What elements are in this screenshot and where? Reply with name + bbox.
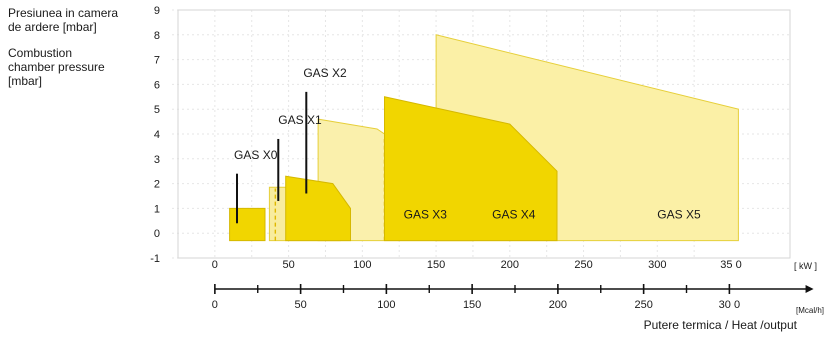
kw-tick-label: 0	[212, 259, 218, 271]
y-tick-label: 7	[154, 55, 160, 67]
y-axis-title-ro: Presiunea in camera de ardere [mbar]	[8, 6, 118, 34]
plot-border	[177, 9, 791, 259]
region-gas-x0	[229, 207, 266, 242]
mcal-tick-label: 250	[634, 299, 652, 311]
mcal-axis-arrow	[805, 285, 814, 293]
y-tick-label: -1	[150, 253, 160, 265]
mcal-tick-label: 150	[463, 299, 481, 311]
series-label: GAS X4	[492, 207, 536, 221]
y-tick-label: 1	[154, 203, 160, 215]
y-axis-title-ro-line1: Presiunea in camera	[8, 6, 119, 20]
mcal-tick-label: 100	[377, 299, 395, 311]
y-tick-label: 4	[154, 129, 160, 141]
y-tick-label: 9	[154, 5, 160, 17]
y-axis-title-en: Combustion chamber pressure [mbar]	[8, 46, 105, 88]
y-axis-title-en-line3: [mbar]	[8, 74, 43, 88]
series-label: GAS X5	[657, 207, 701, 221]
y-tick-label: 2	[154, 179, 160, 191]
y-tick-label: 8	[154, 30, 160, 42]
region-gas-x4	[384, 96, 558, 242]
y-axis-title-en-line1: Combustion	[8, 46, 73, 60]
y-axis-title-en-line2: chamber pressure	[8, 60, 105, 74]
kw-tick-label: 35 0	[720, 259, 741, 271]
series-label: GAS X2	[303, 66, 347, 80]
x-axis-title: Putere termica / Heat /output	[643, 318, 797, 332]
y-tick-label: 6	[154, 79, 160, 91]
kw-tick-label: 50	[282, 259, 294, 271]
series-label: GAS X1	[278, 113, 322, 127]
y-tick-label: 0	[154, 228, 160, 240]
kw-tick-label: 100	[353, 259, 371, 271]
mcal-unit: [Mcal/h]	[796, 306, 824, 315]
y-axis-title-ro-line2: de ardere [mbar]	[8, 20, 97, 34]
kw-tick-label: 150	[427, 259, 445, 271]
y-tick-label: 5	[154, 104, 160, 116]
kw-unit: [ kW ]	[794, 261, 817, 271]
mcal-tick-label: 50	[294, 299, 306, 311]
kw-tick-label: 300	[648, 259, 666, 271]
kw-tick-label: 200	[501, 259, 519, 271]
mcal-tick-label: 200	[549, 299, 567, 311]
series-label: GAS X3	[404, 207, 448, 221]
kw-tick-label: 250	[574, 259, 592, 271]
series-label: GAS X0	[234, 148, 278, 162]
y-tick-label: 3	[154, 154, 160, 166]
mcal-tick-label: 0	[212, 299, 218, 311]
region-gas-x2	[285, 175, 351, 242]
mcal-tick-label: 30 0	[719, 299, 740, 311]
